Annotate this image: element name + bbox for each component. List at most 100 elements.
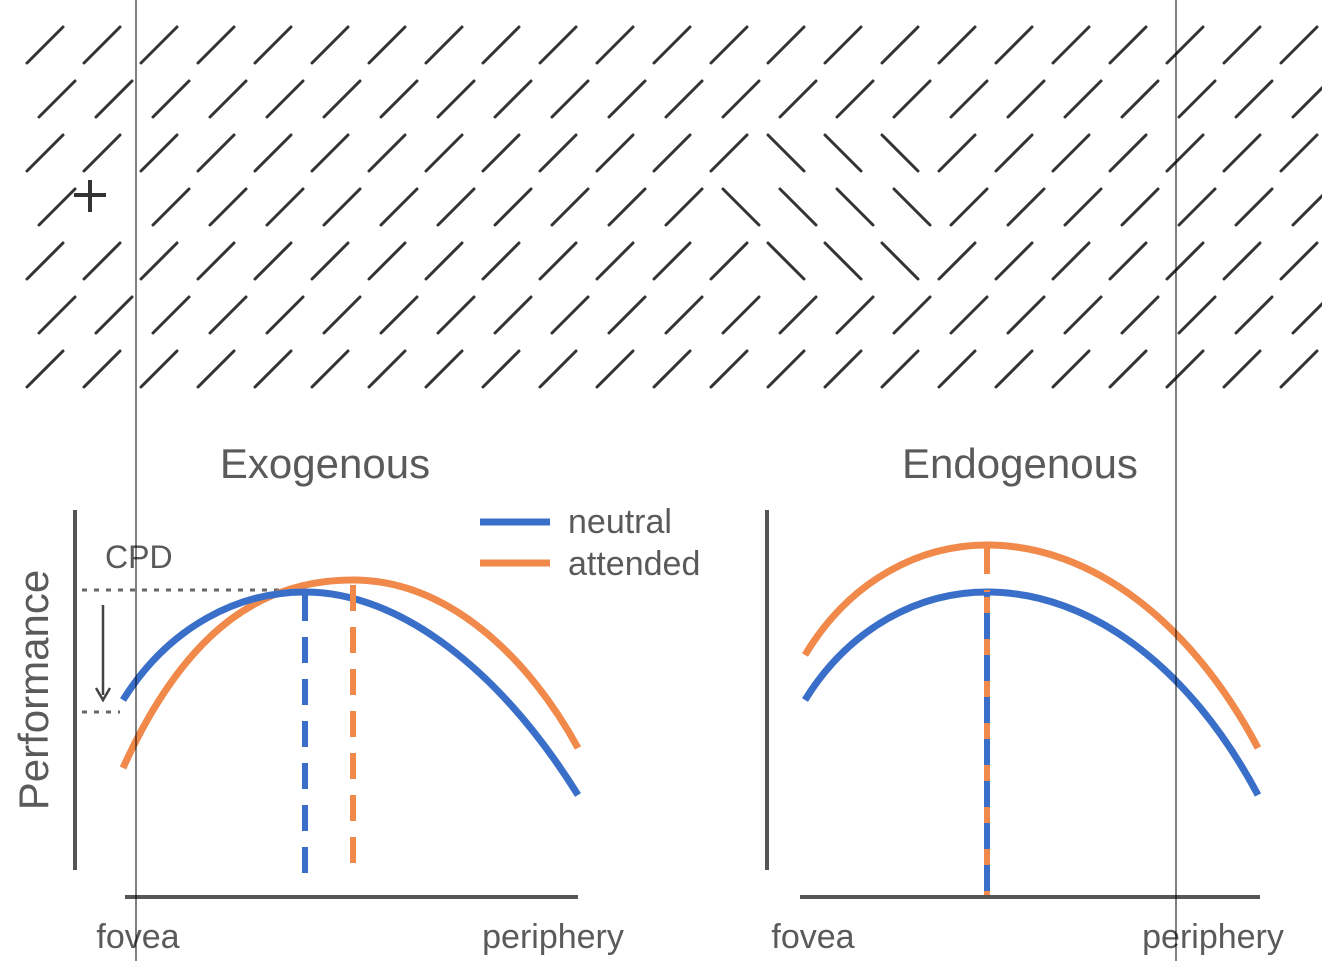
texture-element	[951, 297, 987, 333]
texture-element	[1053, 135, 1089, 171]
texture-element	[27, 243, 63, 279]
texture-element	[882, 135, 918, 171]
legend-label: neutral	[568, 503, 672, 541]
texture-element	[198, 243, 234, 279]
texture-element	[768, 135, 804, 171]
texture-element	[438, 189, 474, 225]
texture-element	[438, 297, 474, 333]
texture-element	[198, 135, 234, 171]
texture-element	[939, 243, 975, 279]
texture-element	[996, 135, 1032, 171]
texture	[27, 27, 1322, 387]
texture-element	[1122, 81, 1158, 117]
texture-element	[1053, 27, 1089, 63]
texture-element	[426, 135, 462, 171]
y-axis-label: Performance	[10, 570, 57, 810]
texture-element	[666, 189, 702, 225]
texture-element	[837, 297, 873, 333]
texture-element	[1053, 243, 1089, 279]
texture-element	[369, 135, 405, 171]
texture-element	[1008, 297, 1044, 333]
texture-element	[1236, 297, 1272, 333]
texture-element	[996, 243, 1032, 279]
texture-element	[597, 27, 633, 63]
texture-element	[210, 189, 246, 225]
texture-element	[426, 243, 462, 279]
texture-element	[141, 27, 177, 63]
texture-element	[39, 81, 75, 117]
texture-element	[324, 189, 360, 225]
legend-label: attended	[568, 545, 700, 583]
texture-element	[141, 351, 177, 387]
texture-element	[141, 135, 177, 171]
cpd-label: CPD	[105, 539, 173, 575]
texture-element	[369, 243, 405, 279]
texture-element	[825, 135, 861, 171]
texture-element	[369, 27, 405, 63]
neutral-curve	[805, 592, 1258, 795]
texture-element	[939, 351, 975, 387]
texture-element	[654, 351, 690, 387]
texture-element	[597, 135, 633, 171]
texture-element	[210, 81, 246, 117]
texture-element	[312, 135, 348, 171]
texture-element	[312, 351, 348, 387]
texture-element	[882, 27, 918, 63]
texture-element	[483, 27, 519, 63]
texture-element	[654, 243, 690, 279]
texture-element	[711, 135, 747, 171]
texture-element	[825, 243, 861, 279]
texture-element	[882, 243, 918, 279]
panel-title: Endogenous	[902, 440, 1138, 487]
texture-element	[483, 135, 519, 171]
texture-element	[1167, 243, 1203, 279]
texture-element	[1224, 135, 1260, 171]
texture-element	[1236, 189, 1272, 225]
texture-element	[540, 243, 576, 279]
texture-element	[1224, 27, 1260, 63]
texture-element	[996, 27, 1032, 63]
texture-element	[1065, 297, 1101, 333]
texture-element	[780, 189, 816, 225]
texture-element	[1293, 189, 1322, 225]
texture-element	[597, 351, 633, 387]
texture-element	[825, 351, 861, 387]
texture-element	[837, 81, 873, 117]
x-end-label: periphery	[1142, 918, 1284, 956]
texture-element	[894, 189, 930, 225]
texture-element	[894, 297, 930, 333]
texture-element	[996, 351, 1032, 387]
texture-element	[1236, 81, 1272, 117]
texture-element	[255, 243, 291, 279]
texture-element	[84, 243, 120, 279]
texture-element	[1281, 243, 1317, 279]
fixation-cross	[74, 180, 106, 212]
texture-element	[1281, 27, 1317, 63]
texture-element	[39, 297, 75, 333]
texture-element	[1224, 351, 1260, 387]
texture-element	[1293, 297, 1322, 333]
texture-element	[654, 27, 690, 63]
texture-element	[381, 297, 417, 333]
texture-element	[1293, 81, 1322, 117]
texture-element	[495, 189, 531, 225]
texture-element	[255, 27, 291, 63]
texture-element	[381, 81, 417, 117]
texture-element	[939, 27, 975, 63]
texture-element	[1008, 189, 1044, 225]
texture-element	[324, 297, 360, 333]
texture-element	[1281, 135, 1317, 171]
texture-element	[39, 189, 75, 225]
texture-element	[27, 135, 63, 171]
texture-element	[666, 81, 702, 117]
texture-element	[1281, 351, 1317, 387]
texture-element	[666, 297, 702, 333]
texture-element	[1110, 351, 1146, 387]
texture-element	[597, 243, 633, 279]
texture-element	[495, 297, 531, 333]
texture-element	[153, 81, 189, 117]
texture-element	[552, 297, 588, 333]
texture-element	[882, 351, 918, 387]
texture-element	[1179, 81, 1215, 117]
texture-element	[312, 243, 348, 279]
